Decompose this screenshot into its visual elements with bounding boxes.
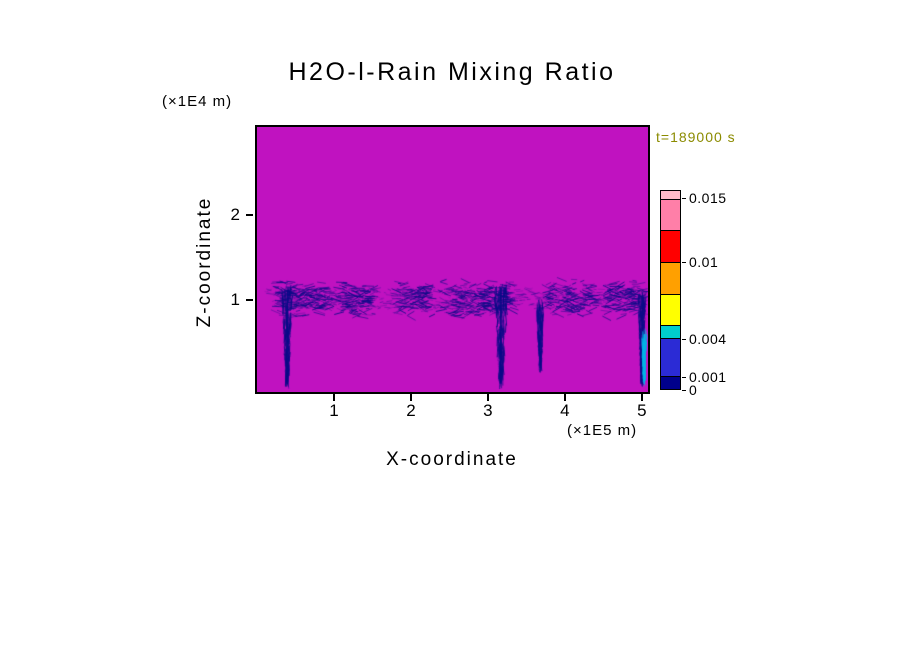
x-axis-tick-label: 4 xyxy=(560,401,570,420)
x-axis-tick-label: 3 xyxy=(483,401,493,420)
x-axis-tick xyxy=(486,394,489,401)
colorbar-segment xyxy=(661,325,680,339)
colorbar-segment xyxy=(661,376,680,389)
colorbar-tick-label: 0.015 xyxy=(689,189,727,206)
x-axis-tick xyxy=(409,394,412,401)
colorbar-tick xyxy=(682,377,686,379)
colorbar-segment xyxy=(661,230,680,263)
x-axis-tick-label: 1 xyxy=(329,401,339,420)
x-axis-tick-label: 5 xyxy=(637,401,647,420)
x-axis-tick xyxy=(332,394,335,401)
colorbar-segment xyxy=(661,293,680,326)
colorbar-tick-label: 0.01 xyxy=(689,253,719,270)
colorbar-tick xyxy=(682,390,686,391)
x-axis-tick xyxy=(563,394,566,401)
x-axis-unit-label: (×1E5 m) xyxy=(567,422,638,439)
x-axis-tick-label: 2 xyxy=(406,401,416,420)
colorbar-tick xyxy=(682,261,686,263)
z-axis-tick-label: 1 xyxy=(230,290,240,310)
colorbar-tick-label: 0 xyxy=(689,382,698,398)
x-axis-tick xyxy=(640,394,643,401)
z-axis-tick-label: 2 xyxy=(230,205,240,225)
colorbar-segment xyxy=(661,338,680,377)
time-annotation: t=189000 s xyxy=(656,129,736,145)
colorbar-segment xyxy=(661,191,680,199)
colorbar-tick-label: 0.004 xyxy=(689,330,727,347)
z-axis-tick xyxy=(246,299,253,302)
plot-title: H2O-l-Rain Mixing Ratio xyxy=(288,58,616,86)
colorbar-tick-label: 0.001 xyxy=(689,369,727,386)
colorbar-segment xyxy=(661,262,680,294)
z-axis-unit-label: (×1E4 m) xyxy=(162,93,233,110)
z-axis-tick xyxy=(246,214,253,217)
colorbar xyxy=(660,190,681,390)
plot-frame xyxy=(255,125,650,394)
colorbar-segment xyxy=(661,198,680,231)
x-axis-title: X-coordinate xyxy=(386,449,518,470)
colorbar-tick xyxy=(682,338,686,340)
colorbar-tick xyxy=(682,197,686,199)
field-canvas xyxy=(257,127,648,392)
